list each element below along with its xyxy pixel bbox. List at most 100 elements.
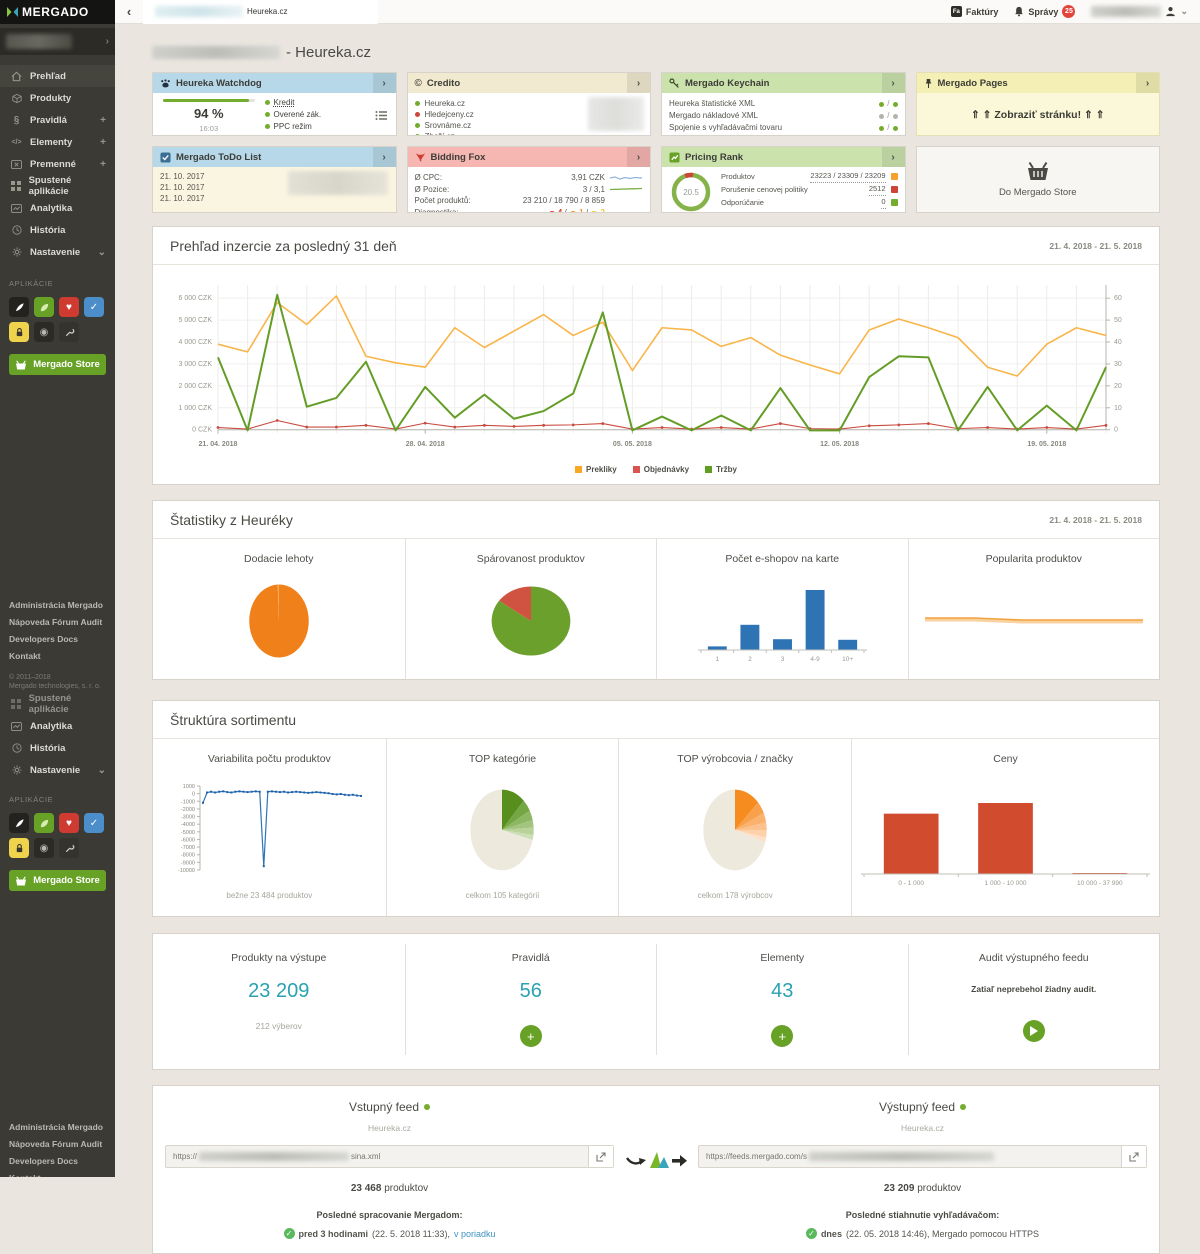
sidebar-item-analytika[interactable]: Analytika (0, 197, 115, 219)
check-app-icon[interactable]: ✓ (84, 297, 104, 317)
invoices-icon: Fa (950, 6, 962, 17)
pr-row-value[interactable]: 23223 / 23309 / 23209 (810, 170, 886, 183)
wrench-app-icon[interactable] (59, 322, 79, 342)
open-feed-external-button[interactable] (588, 1146, 613, 1167)
date-range: 21. 4. 2018 - 21. 5. 2018 (1049, 514, 1142, 525)
credito-item[interactable]: Heureka.cz (424, 99, 465, 108)
pr-row-value[interactable]: 0 (881, 196, 886, 209)
footer-link-row[interactable]: Developers Docs Kontakt (9, 634, 78, 661)
pr-row-value[interactable]: 2512 (868, 183, 886, 196)
add-rule-button[interactable]: + (519, 1025, 542, 1047)
lock-app-icon[interactable] (9, 322, 29, 342)
sidebar-item-spustene-aplikacie[interactable]: Spustené aplikácie (0, 175, 115, 197)
tab-shop-name-blurred (155, 6, 243, 17)
input-feed-last-label: Posledné spracovanie Mergadom: (316, 1210, 463, 1220)
topbar: ‹ Heureka.cz Fa Faktúry Správy 25 ⌄ (115, 0, 1200, 24)
invoices-button[interactable]: Fa Faktúry (950, 6, 999, 17)
open-feed-external-button[interactable] (1121, 1146, 1146, 1167)
store-card-label: Do Mergado Store (998, 187, 1077, 198)
invoices-label: Faktúry (965, 6, 999, 17)
feather-app-icon[interactable] (9, 297, 29, 317)
sidebar-item-pravidla[interactable]: § Pravidlá + (0, 109, 115, 131)
messages-count-badge: 25 (1062, 5, 1076, 18)
mergado-logo[interactable]: MERGADO (0, 0, 115, 24)
kredit-link[interactable]: Kredit (273, 98, 295, 107)
footer-link-row[interactable]: Developers Docs Kontakt (9, 1156, 78, 1177)
bidding-fox-widget: Bidding Fox › Ø CPC: 3,91 CZK Ø Pozice: … (406, 146, 651, 213)
url-blurred (199, 1152, 350, 1161)
widget-open-arrow-button[interactable]: › (881, 147, 905, 167)
pr-row-label: Odporúčanie (721, 197, 764, 207)
todo-item-date[interactable]: 21. 10. 2017 (160, 172, 205, 181)
footer-link-row[interactable]: Nápoveda Fórum Audit (9, 1139, 103, 1149)
svg-text:3: 3 (780, 656, 784, 663)
watchdog-progress-track (163, 99, 255, 102)
sidebar-item-produkty[interactable]: Produkty (0, 87, 115, 109)
output-feed-url-field[interactable]: https://feeds.mergado.com/s (698, 1145, 1147, 1168)
show-page-link[interactable]: ⇑ ⇑ Zobraziť stránku! ⇑ ⇑ (970, 109, 1105, 121)
apps-grid-icon (9, 699, 23, 709)
aplikacie-section-label: APLIKÁCIE (9, 279, 54, 288)
lock-app-icon[interactable] (9, 838, 29, 858)
input-feed-title: Vstupný feed (348, 1100, 420, 1114)
sidebar-item-historia-2[interactable]: História (0, 737, 115, 759)
feather-app-icon[interactable] (9, 813, 29, 833)
person-icon (1165, 6, 1176, 17)
svg-text:30: 30 (1114, 361, 1122, 368)
footer-link-row[interactable]: Nápoveda Fórum Audit (9, 617, 103, 627)
chevron-down-icon[interactable]: ⌄ (97, 764, 106, 776)
expand-plus-icon[interactable]: + (100, 136, 106, 148)
v-poriadku-link[interactable]: v poriadku (453, 1228, 496, 1239)
watchdog-status-list: Kredit Overené zák. PPC režim (264, 97, 321, 133)
sidebar-item-spustene-aplikacie-2[interactable]: Spustené aplikácie (0, 693, 115, 715)
heart-app-icon[interactable]: ♥ (59, 813, 79, 833)
user-menu[interactable]: ⌄ (1091, 6, 1188, 17)
widget-open-arrow-button[interactable]: › (627, 73, 650, 93)
leaf-app-icon[interactable] (34, 813, 54, 833)
footer-link-row[interactable]: Administrácia Mergado (9, 1122, 103, 1132)
todo-item-date[interactable]: 21. 10. 2017 (160, 183, 205, 192)
todo-item-date[interactable]: 21. 10. 2017 (160, 194, 205, 203)
expand-plus-icon[interactable]: + (100, 158, 106, 170)
sidebar-item-elementy[interactable]: </> Elementy + (0, 131, 115, 153)
widget-open-arrow-button[interactable]: › (881, 73, 905, 93)
widget-open-arrow-button[interactable]: › (372, 73, 396, 93)
widget-open-arrow-button[interactable]: › (1136, 73, 1159, 93)
wrench-app-icon[interactable] (59, 838, 79, 858)
pin-icon (924, 78, 933, 89)
project-tab[interactable]: Heureka.cz (143, 0, 378, 24)
do-mergado-store-card[interactable]: Do Mergado Store (915, 146, 1160, 213)
sidebar-item-historia[interactable]: História (0, 219, 115, 241)
heart-app-icon[interactable]: ♥ (59, 297, 79, 317)
widget-open-arrow-button[interactable]: › (627, 147, 650, 167)
chevron-down-icon[interactable]: ⌄ (97, 246, 106, 258)
gear-icon (9, 247, 24, 257)
input-feed-url-field[interactable]: https:// sina.xml (165, 1145, 614, 1168)
sidebar-item-nastavenie-2[interactable]: Nastavenie ⌄ (0, 759, 115, 781)
sidebar-item-prehlad[interactable]: Prehľad (0, 65, 115, 87)
mergado-store-button[interactable]: Mergado Store (9, 354, 106, 375)
list-menu-icon[interactable] (375, 110, 388, 121)
check-app-icon[interactable]: ✓ (84, 813, 104, 833)
svg-text:-5000: -5000 (181, 830, 195, 836)
sidebar-item-analytika-2[interactable]: Analytika (0, 715, 115, 737)
credito-item[interactable]: Srovnáme.cz (424, 121, 472, 130)
mergado-store-button[interactable]: Mergado Store (9, 870, 106, 891)
run-audit-button[interactable] (1022, 1020, 1045, 1042)
sidebar-item-nastavenie[interactable]: Nastavenie ⌄ (0, 241, 115, 263)
analytics-chart-icon (9, 203, 24, 213)
shop-selector[interactable]: › (0, 28, 115, 55)
coin-app-icon[interactable]: ◉ (34, 322, 54, 342)
sidebar-item-premenne[interactable]: Premenné + (0, 153, 115, 175)
coin-app-icon[interactable]: ◉ (34, 838, 54, 858)
credito-item[interactable]: Hledejceny.cz (424, 110, 474, 119)
add-element-button[interactable]: + (771, 1025, 794, 1047)
footer-link-row[interactable]: Administrácia Mergado (9, 600, 103, 610)
back-button[interactable]: ‹ (126, 4, 132, 19)
warning-icon: ! (568, 211, 577, 212)
messages-button[interactable]: Správy 25 (1014, 5, 1076, 18)
widget-open-arrow-button[interactable]: › (372, 147, 396, 167)
leaf-app-icon[interactable] (34, 297, 54, 317)
expand-plus-icon[interactable]: + (100, 114, 106, 126)
credito-item[interactable]: Zboží.cz (425, 131, 455, 135)
